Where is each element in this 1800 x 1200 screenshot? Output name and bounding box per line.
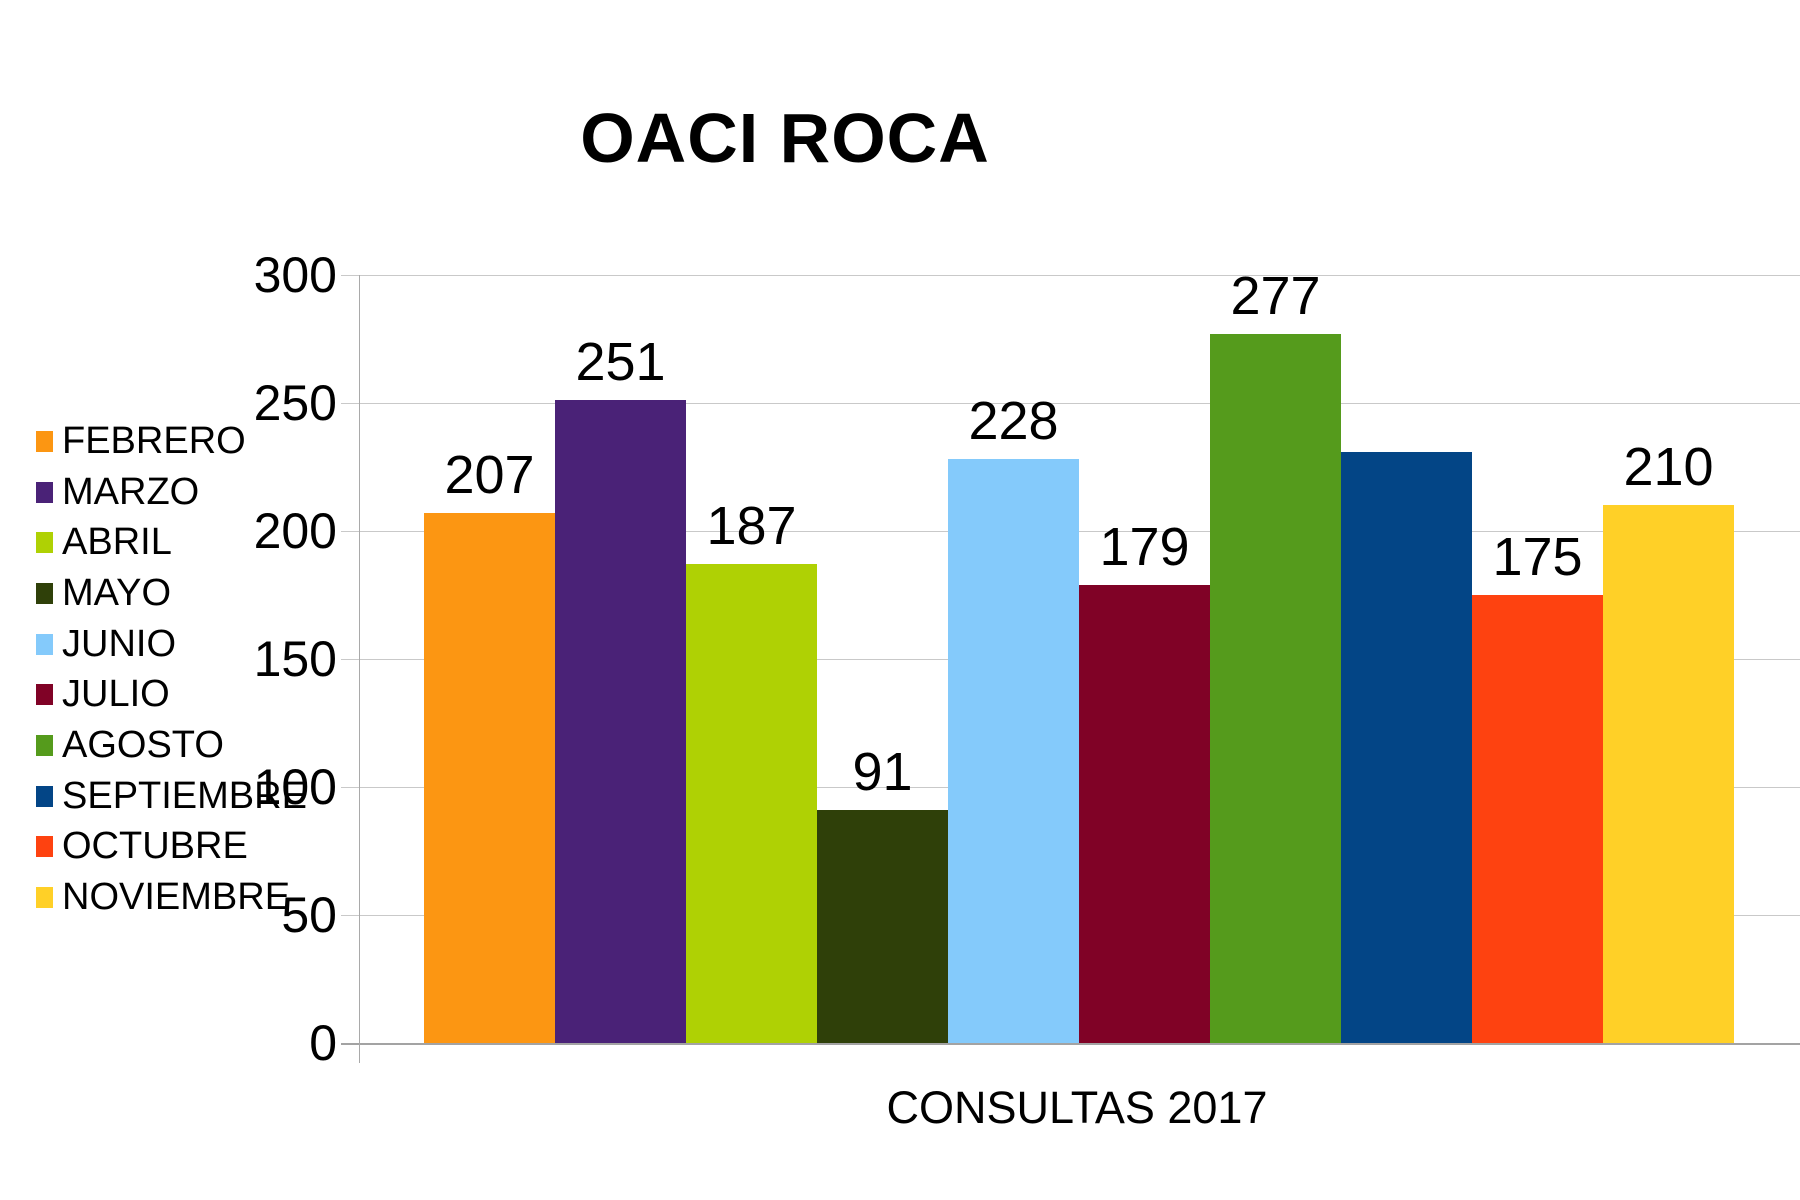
y-tick-label: 0 — [309, 1015, 337, 1071]
legend-item-junio: JUNIO — [36, 619, 307, 670]
bar-septiembre — [1341, 451, 1472, 1043]
legend-item-septiembre: SEPTIEMBRE — [36, 771, 307, 822]
legend-item-julio: JULIO — [36, 669, 307, 720]
legend-label: NOVIEMBRE — [62, 876, 291, 919]
bar-agosto — [1210, 333, 1341, 1043]
y-tick-label: 50 — [281, 887, 337, 943]
legend-label: FEBRERO — [62, 419, 246, 462]
y-tick-label: 100 — [253, 759, 337, 815]
legend-swatch-icon — [36, 785, 53, 807]
legend-swatch-icon — [36, 836, 53, 858]
bar-value-label: 175 — [1492, 527, 1583, 587]
legend-item-abril: ABRIL — [36, 517, 307, 568]
legend-item-marzo: MARZO — [36, 467, 307, 518]
legend-swatch-icon — [36, 633, 53, 655]
legend-item-octubre: OCTUBRE — [36, 822, 307, 873]
x-axis-title: CONSULTAS 2017 — [886, 1082, 1268, 1133]
bar-julio — [1079, 584, 1210, 1043]
bar-value-label: 251 — [575, 332, 666, 393]
chart-title: OACI ROCA — [580, 99, 990, 177]
y-axis-line — [359, 275, 360, 1063]
bar-mayo — [817, 810, 948, 1043]
legend-swatch-icon — [36, 734, 53, 756]
legend-swatch-icon — [36, 481, 53, 503]
legend-label: SEPTIEMBRE — [62, 774, 307, 817]
legend-label: JULIO — [62, 673, 170, 716]
bar-value-label: 210 — [1623, 437, 1714, 498]
legend-swatch-icon — [36, 430, 53, 452]
legend-item-noviembre: NOVIEMBRE — [36, 872, 307, 923]
bar-octubre — [1472, 595, 1603, 1043]
legend-label: AGOSTO — [62, 723, 224, 766]
bar-value-label: 91 — [852, 742, 913, 803]
legend-swatch-icon — [36, 887, 53, 909]
bar-value-label: 179 — [1099, 516, 1190, 577]
bar-value-label: 277 — [1230, 265, 1321, 326]
gridline — [341, 403, 1800, 404]
legend-label: MAYO — [62, 571, 172, 614]
bar-junio — [948, 459, 1079, 1043]
legend-swatch-icon — [36, 684, 53, 706]
bar-abril — [686, 564, 817, 1043]
legend-label: MARZO — [62, 470, 200, 513]
bar-value-label: 187 — [706, 496, 797, 557]
legend-swatch-icon — [36, 582, 53, 604]
legend-item-agosto: AGOSTO — [36, 720, 307, 771]
y-tick-label: 250 — [253, 375, 337, 431]
legend-label: JUNIO — [62, 622, 176, 665]
y-tick-label: 200 — [253, 503, 337, 559]
legend-swatch-icon — [36, 532, 53, 554]
gridline — [341, 275, 1800, 276]
bar-noviembre — [1603, 505, 1734, 1043]
bar-value-label: 207 — [444, 445, 535, 506]
bar-marzo — [555, 400, 686, 1043]
legend-item-febrero: FEBRERO — [36, 416, 307, 467]
legend-item-mayo: MAYO — [36, 568, 307, 619]
y-tick-label: 150 — [253, 631, 337, 687]
x-axis-line — [341, 1043, 1800, 1045]
y-tick-label: 300 — [253, 247, 337, 303]
bar-febrero — [424, 513, 555, 1043]
legend-label: ABRIL — [62, 521, 172, 564]
legend: FEBRERO MARZO ABRIL MAYO JUNIO JULIO AGOSTO SEP… — [36, 416, 307, 923]
bar-value-label: 228 — [968, 391, 1059, 452]
legend-label: OCTUBRE — [62, 825, 248, 868]
